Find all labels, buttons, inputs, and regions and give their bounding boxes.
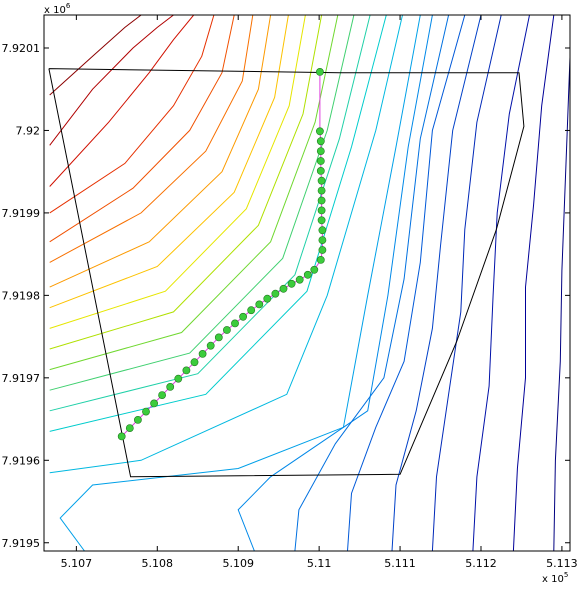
transect-point [239, 312, 247, 321]
transect-point [318, 246, 327, 254]
y-axis: 7.9195 7.9196 7.9197 7.9198 7.9199 7.92 7.9201 [2, 42, 570, 550]
transect-point [222, 326, 231, 334]
transect-point [166, 382, 175, 391]
y-tick-label: 7.9198 [2, 289, 41, 302]
transect-point [317, 216, 326, 225]
transect-point [150, 399, 158, 408]
transect-line [121, 71, 323, 437]
y-tick-label: 7.9195 [2, 537, 41, 550]
transect-point [315, 127, 324, 136]
y-tick-label: 7.9196 [2, 454, 41, 467]
transect-point [295, 275, 304, 284]
transect-point [318, 236, 327, 244]
transect-point [263, 294, 272, 303]
transect-point [214, 333, 223, 342]
x-tick-label: 5.112 [465, 557, 497, 570]
transect-point [198, 349, 207, 358]
y-tick-label: 7.9199 [2, 207, 41, 220]
transect-point [316, 137, 325, 146]
x-tick-label: 5.11 [307, 557, 332, 570]
contour-line-4 [49, 15, 215, 214]
contour-line-21 [431, 15, 502, 551]
boundary-polygon [48, 68, 525, 478]
y-tick-label: 7.9197 [2, 372, 41, 385]
contour-line-17 [237, 15, 433, 551]
transect-point [125, 424, 134, 432]
x-axis-multiplier: x 105 [542, 571, 568, 585]
transect-point [182, 366, 191, 375]
contour-line-8 [49, 15, 289, 309]
transect-point [310, 265, 319, 274]
contour-line-10 [49, 15, 323, 350]
transect [117, 68, 327, 441]
x-tick-label: 5.113 [546, 557, 578, 570]
contour-line-19 [347, 15, 466, 551]
transect-point [287, 279, 296, 288]
contour-line-18 [294, 15, 450, 551]
transect-point [316, 255, 325, 264]
transect-point [117, 432, 126, 441]
transect-point [317, 176, 326, 185]
contour-line-16 [59, 15, 421, 551]
transect-point [317, 196, 326, 205]
x-tick-label: 5.111 [384, 557, 416, 570]
transect-point [318, 226, 327, 235]
contour-line-3 [49, 15, 195, 187]
transect-point [231, 319, 239, 328]
contour-line-22 [472, 15, 530, 551]
transect-point [158, 391, 166, 399]
contour-line-9 [49, 15, 306, 329]
contour-line-23 [512, 15, 555, 551]
transect-point [279, 284, 288, 293]
transect-point [316, 157, 325, 165]
transect-point [142, 407, 150, 416]
x-tick-label: 5.109 [222, 557, 254, 570]
y-tick-label: 7.9201 [2, 42, 41, 55]
transect-point [303, 270, 312, 279]
transect-point [316, 147, 325, 155]
contour-line-6 [49, 15, 254, 263]
contour-line-20 [391, 15, 482, 551]
contour-line-7 [49, 15, 272, 288]
transect-point [255, 300, 264, 309]
transect-point [317, 186, 326, 195]
contour-line-15 [49, 15, 403, 474]
contour-line-2 [49, 15, 174, 146]
contour-line-5 [49, 15, 235, 243]
x-axis: 5.107 5.108 5.109 5.11 5.111 5.112 5.113 [61, 15, 578, 570]
contour-line-11 [49, 15, 339, 371]
transect-point [133, 415, 142, 424]
contour-line-24 [553, 44, 570, 551]
transect-point [206, 341, 215, 350]
transect-point [317, 206, 326, 215]
boundary-line [48, 68, 525, 478]
transect-point [174, 374, 183, 383]
x-tick-label: 5.107 [61, 557, 93, 570]
transect-point [190, 358, 199, 367]
transect-point [247, 306, 256, 315]
y-tick-label: 7.92 [16, 124, 41, 137]
x-tick-label: 5.108 [142, 557, 174, 570]
contour-lines [49, 15, 570, 551]
transect-point [271, 289, 280, 298]
transect-point [315, 68, 324, 76]
y-axis-multiplier: x 106 [44, 2, 71, 16]
transect-point [316, 166, 325, 175]
contour-line-13 [49, 15, 371, 412]
axes-frame [43, 14, 571, 552]
contour-line-12 [49, 15, 355, 391]
